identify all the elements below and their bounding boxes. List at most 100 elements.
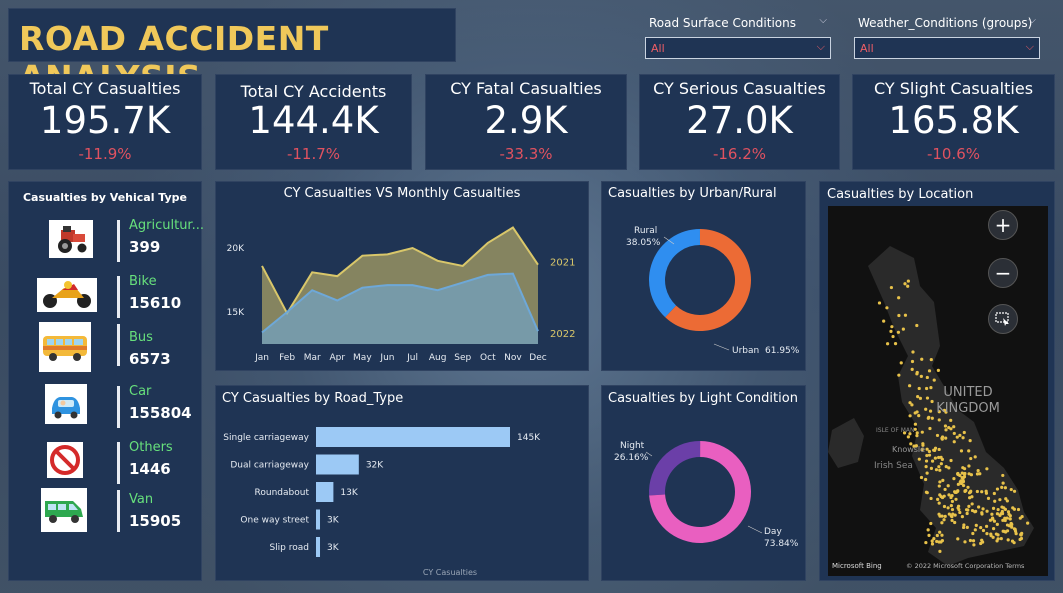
map-point [968, 438, 972, 443]
kpi-value: 2.9K [484, 99, 568, 142]
map-point [984, 524, 989, 528]
vehicle-row-bus: Bus 6573 [9, 322, 201, 374]
map-point [908, 414, 912, 418]
chevron-down-icon: ⌵ [816, 40, 825, 53]
map-point [1019, 533, 1023, 537]
kpi-delta: -33.3% [499, 145, 553, 163]
map-point [996, 537, 1000, 541]
tractor-icon [49, 220, 93, 258]
map-point [981, 507, 985, 511]
kpi-fatal-casualties: CY Fatal Casualties 2.9K -33.3% [425, 74, 627, 170]
donut-slice-rural [649, 229, 700, 318]
map-point [914, 444, 918, 448]
map-point [925, 375, 929, 380]
zoom-in-button[interactable]: + [988, 210, 1018, 240]
map-point [956, 506, 960, 510]
map-point [930, 399, 934, 404]
vehicle-row-bike: Bike 15610 [9, 274, 201, 326]
map-point [980, 538, 984, 542]
kpi-delta: -11.7% [286, 145, 341, 163]
map-point [942, 504, 947, 509]
map-point [915, 370, 919, 375]
zoom-out-button[interactable]: − [988, 258, 1018, 288]
slicer-label: Weather_Conditions (groups) [858, 16, 1033, 30]
map-point [972, 543, 976, 547]
map-point [968, 496, 972, 500]
map-point [970, 502, 974, 506]
vehicle-row-agricultural: Agricultur... 399 [9, 218, 204, 270]
map-point [992, 491, 996, 496]
road-type-panel: CY Casualties by Road_Type Single carria… [215, 385, 589, 581]
map-point [913, 427, 917, 431]
x-tick-label: Feb [279, 353, 295, 363]
bar-data-label: 3K [327, 543, 340, 553]
map-point [952, 425, 956, 429]
map-point [949, 495, 953, 500]
map-point [1000, 485, 1004, 489]
map-point [928, 409, 933, 413]
x-tick-label: Jan [254, 353, 269, 363]
map-point [941, 478, 945, 483]
slicer-label: Road Surface Conditions [649, 16, 796, 30]
chevron-down-icon[interactable]: ⌵ [1028, 15, 1036, 26]
map-point [989, 532, 993, 536]
map-point [933, 456, 937, 460]
x-tick-label: May [353, 353, 372, 363]
urban-rural-panel: Casualties by Urban/Rural Rural 38.05% U… [601, 181, 806, 371]
map-point [910, 403, 914, 407]
bar [316, 509, 321, 530]
map-point [920, 430, 924, 434]
map-point [925, 447, 929, 451]
map-point [885, 306, 889, 310]
bar-data-label: 32K [366, 461, 384, 471]
map-label-isle-of-man: ISLE OF MAN [876, 427, 914, 434]
map-canvas[interactable]: UNITED KINGDOM ISLE OF MAN Irish Sea Kno… [828, 206, 1048, 576]
chevron-down-icon[interactable]: ⌵ [819, 15, 827, 26]
x-tick-label: Sep [454, 353, 471, 363]
vehicle-value: 155804 [129, 404, 192, 422]
map-point [882, 319, 886, 323]
map-point [919, 374, 923, 379]
map-point [911, 350, 915, 354]
select-region-icon[interactable] [988, 304, 1018, 334]
weather-slicer[interactable]: Weather_Conditions (groups) ⌵ All ⌵ [854, 9, 1040, 61]
map-point [901, 327, 905, 331]
x-tick-label: Apr [329, 353, 345, 363]
map-point [915, 410, 919, 414]
divider [117, 490, 120, 532]
map-point [971, 539, 976, 543]
chart-title: Casualties by Light Condition [608, 391, 798, 406]
map-point [963, 471, 967, 476]
road-surface-slicer[interactable]: Road Surface Conditions ⌵ All ⌵ [645, 9, 831, 61]
motorbike-icon [37, 278, 97, 312]
map-point [940, 521, 944, 525]
map-point [916, 395, 920, 399]
line-series-2021 [261, 226, 539, 316]
map-point [1026, 521, 1030, 525]
map-point [920, 357, 924, 361]
map-point [999, 537, 1003, 541]
bar [316, 537, 321, 557]
map-attribution: © 2022 Microsoft Corporation Terms [906, 562, 1025, 570]
map-point [925, 396, 930, 400]
map-point [910, 367, 914, 371]
map-point [967, 464, 971, 468]
map-point [992, 519, 997, 523]
map-point [944, 465, 948, 469]
map-point [969, 473, 974, 477]
weather-dropdown[interactable]: All ⌵ [854, 37, 1040, 59]
map-point [949, 427, 953, 431]
kpi-delta: -11.9% [78, 145, 132, 163]
map-point [995, 512, 1000, 516]
map-point [927, 453, 932, 457]
map-point [890, 325, 894, 329]
map-label-country-2: KINGDOM [936, 401, 1000, 416]
map-point [977, 505, 981, 509]
map-point [924, 477, 928, 482]
map-point [937, 447, 941, 452]
donut-slice-night [649, 441, 701, 496]
map-point [924, 465, 928, 469]
map-point [915, 323, 919, 328]
map-point [927, 449, 931, 454]
road-surface-dropdown[interactable]: All ⌵ [645, 37, 831, 59]
